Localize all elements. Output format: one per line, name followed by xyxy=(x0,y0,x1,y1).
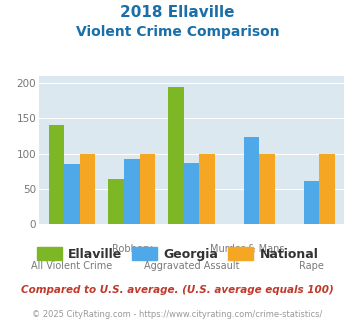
Bar xyxy=(109,179,124,224)
Text: Violent Crime Comparison: Violent Crime Comparison xyxy=(76,25,279,39)
Bar xyxy=(64,164,80,224)
Bar xyxy=(49,125,64,224)
Text: Compared to U.S. average. (U.S. average equals 100): Compared to U.S. average. (U.S. average … xyxy=(21,285,334,295)
Bar xyxy=(168,87,184,224)
Text: Robbery: Robbery xyxy=(111,244,152,254)
Text: 2018 Ellaville: 2018 Ellaville xyxy=(120,5,235,20)
Legend: Ellaville, Georgia, National: Ellaville, Georgia, National xyxy=(32,242,323,266)
Bar xyxy=(140,154,155,224)
Bar xyxy=(200,154,215,224)
Bar xyxy=(80,154,95,224)
Bar xyxy=(124,159,140,224)
Bar xyxy=(260,154,275,224)
Text: Rape: Rape xyxy=(299,260,324,271)
Bar xyxy=(184,163,200,224)
Text: Murder & Mans...: Murder & Mans... xyxy=(210,244,293,254)
Bar xyxy=(304,181,319,224)
Text: © 2025 CityRating.com - https://www.cityrating.com/crime-statistics/: © 2025 CityRating.com - https://www.city… xyxy=(32,310,323,319)
Bar xyxy=(244,137,260,224)
Text: All Violent Crime: All Violent Crime xyxy=(31,260,113,271)
Bar xyxy=(319,154,335,224)
Text: Aggravated Assault: Aggravated Assault xyxy=(144,260,240,271)
